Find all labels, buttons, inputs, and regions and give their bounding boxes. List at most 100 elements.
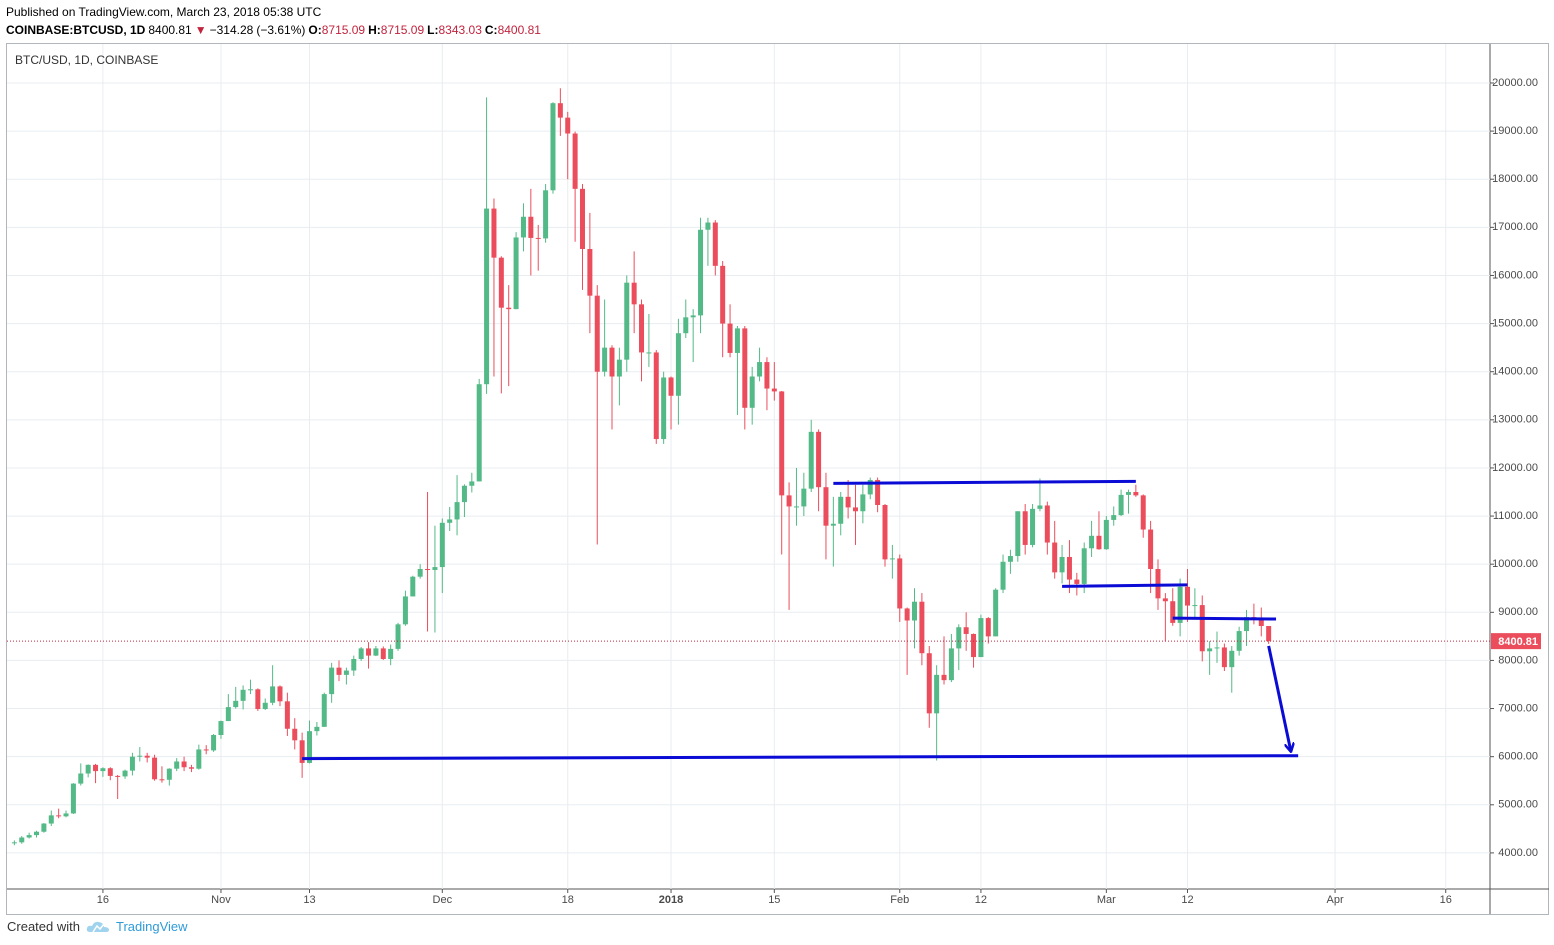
c-label: C:	[484, 23, 498, 37]
candle-body	[838, 496, 844, 524]
candle-body	[343, 670, 349, 675]
y-tick-label: 14000.00	[1492, 366, 1538, 378]
candle-body	[550, 103, 556, 191]
y-tick-label: 20000.00	[1492, 77, 1538, 89]
candle-body	[602, 347, 608, 372]
candle-body	[727, 323, 733, 353]
candle-body	[166, 768, 172, 780]
candle-body	[882, 504, 888, 560]
candle-body	[402, 596, 408, 625]
candle-body	[720, 265, 726, 324]
candle-body	[1170, 601, 1176, 623]
brand: TradingView	[115, 919, 188, 934]
candle-body	[572, 133, 578, 189]
candle-body	[41, 823, 47, 832]
candle-body	[528, 216, 534, 238]
candle-body	[211, 735, 217, 751]
candle-body	[469, 481, 475, 486]
candle-body	[734, 328, 740, 353]
candle-body	[801, 488, 807, 507]
candle-body	[1258, 617, 1264, 627]
candle-body	[1184, 586, 1190, 606]
x-tick-label: 18	[562, 894, 574, 906]
candle-body	[336, 667, 342, 675]
candle-body	[889, 558, 895, 560]
candle-body	[410, 576, 416, 597]
candle-body	[26, 835, 32, 838]
direction: ▼	[194, 23, 207, 37]
x-tick-label: 12	[1181, 894, 1193, 906]
x-tick-label: 16	[1440, 894, 1452, 906]
candle-body	[129, 756, 135, 771]
x-tick-label: 16	[97, 894, 109, 906]
candle-body	[196, 749, 202, 769]
footer: Created with TradingView	[7, 919, 188, 934]
candle-body	[653, 352, 659, 440]
y-tick-label: 5000.00	[1498, 799, 1538, 811]
candle-body	[122, 770, 128, 777]
trend-line	[302, 754, 1299, 761]
quote-line: COINBASE:BTCUSD, 1D 8400.81 ▼ −314.28 (−3.61…	[6, 23, 544, 37]
candle-body	[447, 519, 453, 523]
last: 8400.81	[148, 23, 192, 37]
candle-body	[1207, 648, 1213, 652]
candle-body	[373, 648, 379, 656]
candle-body	[852, 507, 858, 512]
candle-body	[543, 190, 549, 239]
candle-body	[624, 282, 630, 360]
candle-body	[535, 237, 541, 239]
candle-body	[188, 767, 194, 769]
candle-body	[100, 768, 106, 772]
candle-body	[432, 567, 438, 570]
trend-line	[833, 479, 1136, 485]
candle-body	[579, 188, 585, 249]
candle-body	[646, 352, 652, 354]
candle-body	[1081, 548, 1087, 584]
candle-body	[1192, 605, 1198, 607]
candle-body	[314, 726, 320, 732]
y-tick-label: 12000.00	[1492, 462, 1538, 474]
h-value: 8715.09	[380, 23, 425, 37]
candle-body	[1199, 605, 1205, 652]
candle-body	[779, 391, 785, 496]
candle-body	[860, 494, 866, 512]
candle-body	[764, 362, 770, 389]
x-tick-label: Feb	[890, 894, 909, 906]
candle-body	[292, 728, 298, 741]
candle-body	[425, 568, 431, 570]
y-tick-label: 18000.00	[1492, 173, 1538, 185]
logo	[86, 921, 109, 932]
candle-body	[956, 627, 962, 649]
candle-body	[675, 333, 681, 396]
candle-body	[823, 487, 829, 526]
candle-body	[321, 694, 327, 727]
candle-body	[1155, 568, 1161, 599]
candle-body	[1089, 535, 1095, 549]
candle-body	[1103, 519, 1109, 550]
candle-body	[941, 674, 947, 681]
y-tick-label: 4000.00	[1498, 847, 1538, 859]
o-label: O:	[308, 23, 322, 37]
candle-body	[934, 674, 940, 714]
candle-body	[262, 702, 268, 710]
y-tick-label: 13000.00	[1492, 414, 1538, 426]
candle-body	[284, 701, 290, 729]
candle-body	[690, 315, 696, 318]
candle-body	[808, 431, 814, 489]
candle-body	[218, 721, 224, 736]
published-line: Published on TradingView.com, March 23, …	[6, 5, 324, 19]
last-price-tag	[1491, 633, 1541, 650]
o-value: 8715.09	[321, 23, 366, 37]
candle-body	[1162, 598, 1168, 602]
l-label: L:	[427, 23, 439, 37]
candle-body	[34, 831, 40, 836]
candle-body	[181, 761, 187, 768]
frame	[6, 43, 1549, 915]
candle-body	[56, 815, 62, 817]
candle-body	[137, 755, 143, 757]
y-tick-label: 15000.00	[1492, 317, 1538, 329]
candle-body	[1148, 529, 1154, 569]
candle-body	[476, 384, 482, 482]
